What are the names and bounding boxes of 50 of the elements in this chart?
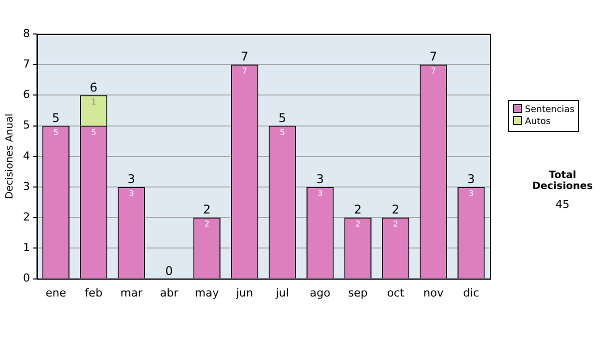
y-tick-label: 3 xyxy=(23,180,30,193)
data-label: 7 xyxy=(242,66,248,76)
data-label: 2 xyxy=(393,220,398,229)
data-label: 5 xyxy=(91,128,96,137)
text: Total Decisiones xyxy=(531,170,594,192)
total-label: 5 xyxy=(52,110,60,125)
x-tick-label: mar xyxy=(120,286,143,300)
data-label: 2 xyxy=(204,220,210,229)
total-label: 5 xyxy=(278,110,286,125)
total-label: 6 xyxy=(90,80,98,94)
total-label: 3 xyxy=(316,172,324,186)
x-tick-label: abr xyxy=(160,286,179,300)
y-tick-label: 5 xyxy=(23,118,30,132)
x-tick-label: oct xyxy=(387,286,405,300)
legend-label: Autos xyxy=(524,116,552,128)
data-label: 5 xyxy=(280,128,285,137)
x-tick-label: dic xyxy=(463,286,480,300)
y-tick-label: 4 xyxy=(23,149,30,162)
x-tick-label: ene xyxy=(46,286,66,300)
x-tick-label: ago xyxy=(310,286,331,300)
data-label: 7 xyxy=(430,66,436,76)
total-label: 2 xyxy=(392,202,400,217)
total-label: 7 xyxy=(430,50,438,64)
y-tick-label: 7 xyxy=(23,57,30,70)
x-tick-label: feb xyxy=(84,286,102,300)
y-axis-title: Decisiones Anual xyxy=(4,114,16,200)
y-tick-label: 8 xyxy=(23,26,30,40)
y-tick-label: 1 xyxy=(23,241,30,254)
data-label: 3 xyxy=(468,189,474,198)
x-tick-label: jul xyxy=(274,286,289,300)
y-tick-label: 2 xyxy=(23,210,30,224)
x-tick-label: sep xyxy=(348,286,368,300)
legend-label: Sentencias xyxy=(524,104,574,116)
x-tick-label: may xyxy=(194,286,220,300)
data-label: 3 xyxy=(318,189,323,198)
data-label: 2 xyxy=(355,220,360,229)
total-label: 3 xyxy=(467,172,475,186)
data-label: 3 xyxy=(128,189,134,198)
y-tick-label: 0 xyxy=(23,272,30,285)
total-label: 0 xyxy=(165,264,173,278)
total-label: 7 xyxy=(240,50,248,64)
total-label: 3 xyxy=(128,172,136,186)
x-tick-label: jun xyxy=(235,286,254,300)
total-label: 2 xyxy=(203,202,211,217)
y-tick-label: 6 xyxy=(23,88,30,102)
data-label: 1 xyxy=(91,97,96,106)
data-label: 5 xyxy=(53,128,58,137)
x-tick-label: nov xyxy=(423,286,444,300)
total-label: 2 xyxy=(354,202,362,217)
text: 45 xyxy=(554,198,570,211)
